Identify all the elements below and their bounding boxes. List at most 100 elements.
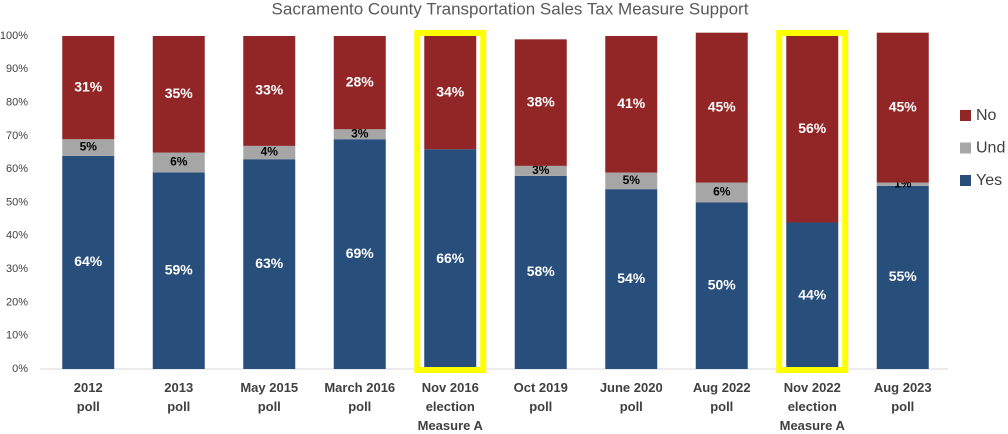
bar-segment [333, 129, 386, 140]
value-label: 66% [436, 250, 465, 266]
value-label: 56% [798, 120, 827, 136]
value-label: 3% [351, 126, 369, 140]
value-label: 45% [708, 98, 737, 114]
x-tick-label-line: election [788, 399, 837, 414]
y-tick-label: 20% [6, 296, 28, 308]
highlight-box [776, 30, 849, 373]
bar-segment [695, 32, 748, 183]
x-tick-label-line: poll [891, 399, 914, 414]
x-tick-label-line: Aug 2022 [693, 380, 751, 395]
x-tick-label-line: poll [620, 399, 643, 414]
y-tick-label: 50% [6, 196, 28, 208]
bar-segment [243, 145, 296, 160]
x-tick-label-line: Nov 2016 [422, 380, 479, 395]
legend-label: No [976, 107, 997, 124]
bar-segment [243, 159, 296, 369]
x-tick-label-line: June 2020 [600, 380, 663, 395]
x-tick-label: Aug 2023 poll [874, 380, 932, 414]
bar-segment [786, 222, 839, 369]
value-label: 3% [532, 163, 550, 177]
value-label: 69% [346, 245, 375, 261]
bar-segment [876, 182, 929, 186]
x-tick-label: 2013 poll [164, 380, 193, 414]
value-label: 54% [617, 270, 646, 286]
y-tick-label: 90% [6, 63, 28, 75]
value-label: 59% [165, 261, 194, 277]
bar-segment [62, 36, 115, 140]
value-label: 38% [527, 93, 556, 109]
y-tick-label: 0% [12, 363, 28, 375]
x-tick-label-line: Oct 2019 [514, 380, 568, 395]
value-label: 28% [346, 73, 375, 89]
value-label: 4% [261, 145, 279, 159]
x-tick-label: Aug 2022 poll [693, 380, 751, 414]
x-tick-label-line: Measure A [780, 418, 846, 433]
value-label: 41% [617, 95, 646, 111]
bar-segment [333, 36, 386, 130]
chart-title: Sacramento County Transportation Sales T… [272, 0, 749, 18]
bar-segment [876, 32, 929, 183]
y-tick-label: 80% [6, 97, 28, 109]
bar-segment [152, 36, 205, 153]
bar-segment [605, 172, 658, 190]
value-label: 5% [80, 140, 98, 154]
x-tick-label: June 2020 poll [600, 380, 663, 414]
x-tick-label-line: 2012 [74, 380, 103, 395]
y-tick-label: 60% [6, 163, 28, 175]
legend-swatch [960, 175, 971, 186]
x-tick-label-line: election [426, 399, 475, 414]
x-tick-label-line: Aug 2023 [874, 380, 932, 395]
x-tick-label-line: poll [529, 399, 552, 414]
bar-segment [424, 149, 477, 369]
highlight-box [414, 30, 487, 373]
y-tick-label: 10% [6, 330, 28, 342]
bar-segment [152, 172, 205, 369]
legend-swatch [960, 142, 971, 154]
value-label: 33% [255, 82, 284, 98]
y-tick-label: 70% [6, 130, 28, 142]
value-label: 45% [889, 98, 918, 114]
value-label: 6% [713, 185, 731, 199]
bar-segment [514, 39, 567, 166]
legend-label: Yes [976, 172, 1002, 189]
y-tick-label: 100% [0, 30, 28, 42]
bar-segment [605, 189, 658, 369]
value-label: 50% [708, 276, 737, 292]
x-tick-label-line: 2013 [164, 380, 193, 395]
x-tick-label-line: poll [348, 399, 371, 414]
x-tick-label-line: poll [167, 399, 190, 414]
bar-segment [786, 36, 839, 223]
bar-segment [152, 152, 205, 173]
bar-segment [514, 175, 567, 369]
x-tick-label-line: Measure A [418, 418, 484, 433]
bar-segment [605, 36, 658, 173]
value-label: 35% [165, 85, 194, 101]
value-label: 44% [798, 286, 827, 302]
legend-swatch [960, 110, 971, 121]
x-tick-label: Nov 2022 election Measure A [780, 380, 846, 433]
bar-segment [424, 36, 477, 150]
bar-segment [695, 182, 748, 203]
y-tick-label: 40% [6, 230, 28, 242]
value-label: 6% [170, 155, 188, 169]
value-label: 64% [74, 253, 103, 269]
bar-segment [695, 202, 748, 369]
value-label: 5% [623, 173, 641, 187]
x-tick-label: May 2015 poll [240, 380, 298, 414]
x-tick-label: March 2016 poll [324, 380, 395, 414]
legend-label: Und [976, 140, 1005, 157]
x-tick-label: Oct 2019 poll [514, 380, 568, 414]
x-tick-label-line: Nov 2022 [784, 380, 841, 395]
bar-segment [243, 36, 296, 146]
x-tick-label-line: poll [77, 399, 100, 414]
y-tick-label: 30% [6, 263, 28, 275]
x-tick-label-line: May 2015 [240, 380, 298, 395]
bar-segment [514, 165, 567, 176]
value-label: 58% [527, 263, 556, 279]
value-label: 34% [436, 83, 465, 99]
x-tick-label-line: poll [258, 399, 281, 414]
value-label: 63% [255, 255, 284, 271]
bar-segment [333, 139, 386, 369]
value-label: 55% [889, 268, 918, 284]
